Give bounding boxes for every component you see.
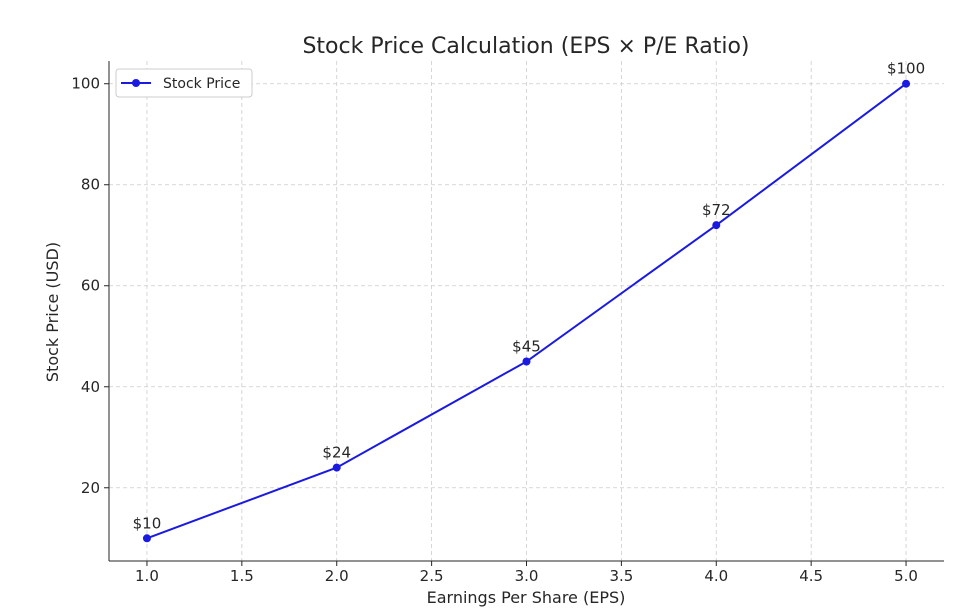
x-tick-label-0: 1.0 (135, 567, 159, 585)
x-tick-label-7: 4.5 (799, 567, 823, 585)
x-tick-label-8: 5.0 (894, 567, 918, 585)
data-label-4: $100 (887, 60, 925, 78)
x-axis-label: Earnings Per Share (EPS) (427, 588, 626, 607)
y-tick-label-1: 40 (81, 378, 100, 396)
x-axis-ticks: 1.0 1.5 2.0 2.5 3.0 3.5 4.0 4.5 5.0 (135, 561, 918, 585)
legend: Stock Price (115, 68, 253, 98)
x-tick-label-1: 1.5 (230, 567, 254, 585)
y-tick-label-4: 100 (71, 75, 100, 93)
legend-marker-swatch (132, 79, 140, 87)
y-tick-label-2: 60 (81, 277, 100, 295)
y-axis-ticks: 20 40 60 80 100 (71, 75, 109, 497)
series-layer: $10 $24 $45 $72 $100 (133, 60, 925, 543)
data-label-3: $72 (702, 201, 731, 219)
data-point-4 (902, 79, 911, 88)
x-tick-label-6: 4.0 (704, 567, 728, 585)
data-point-3 (712, 221, 721, 230)
axes-frame (108, 61, 944, 562)
data-label-2: $45 (512, 338, 541, 356)
chart-title: Stock Price Calculation (EPS × P/E Ratio… (302, 34, 749, 59)
x-tick-label-2: 2.0 (325, 567, 349, 585)
legend-box (115, 68, 253, 98)
y-axis-label: Stock Price (USD) (43, 242, 62, 382)
x-tick-label-4: 3.0 (515, 567, 539, 585)
x-tick-label-5: 3.5 (609, 567, 633, 585)
data-point-1 (332, 463, 341, 472)
grid-lines (109, 61, 944, 561)
x-tick-label-3: 2.5 (420, 567, 444, 585)
y-tick-label-3: 80 (81, 176, 100, 194)
y-tick-label-0: 20 (81, 479, 100, 497)
data-point-0 (142, 534, 151, 543)
data-label-1: $24 (322, 444, 351, 462)
data-point-2 (522, 357, 531, 366)
data-label-0: $10 (133, 514, 162, 532)
legend-label: Stock Price (163, 76, 240, 92)
